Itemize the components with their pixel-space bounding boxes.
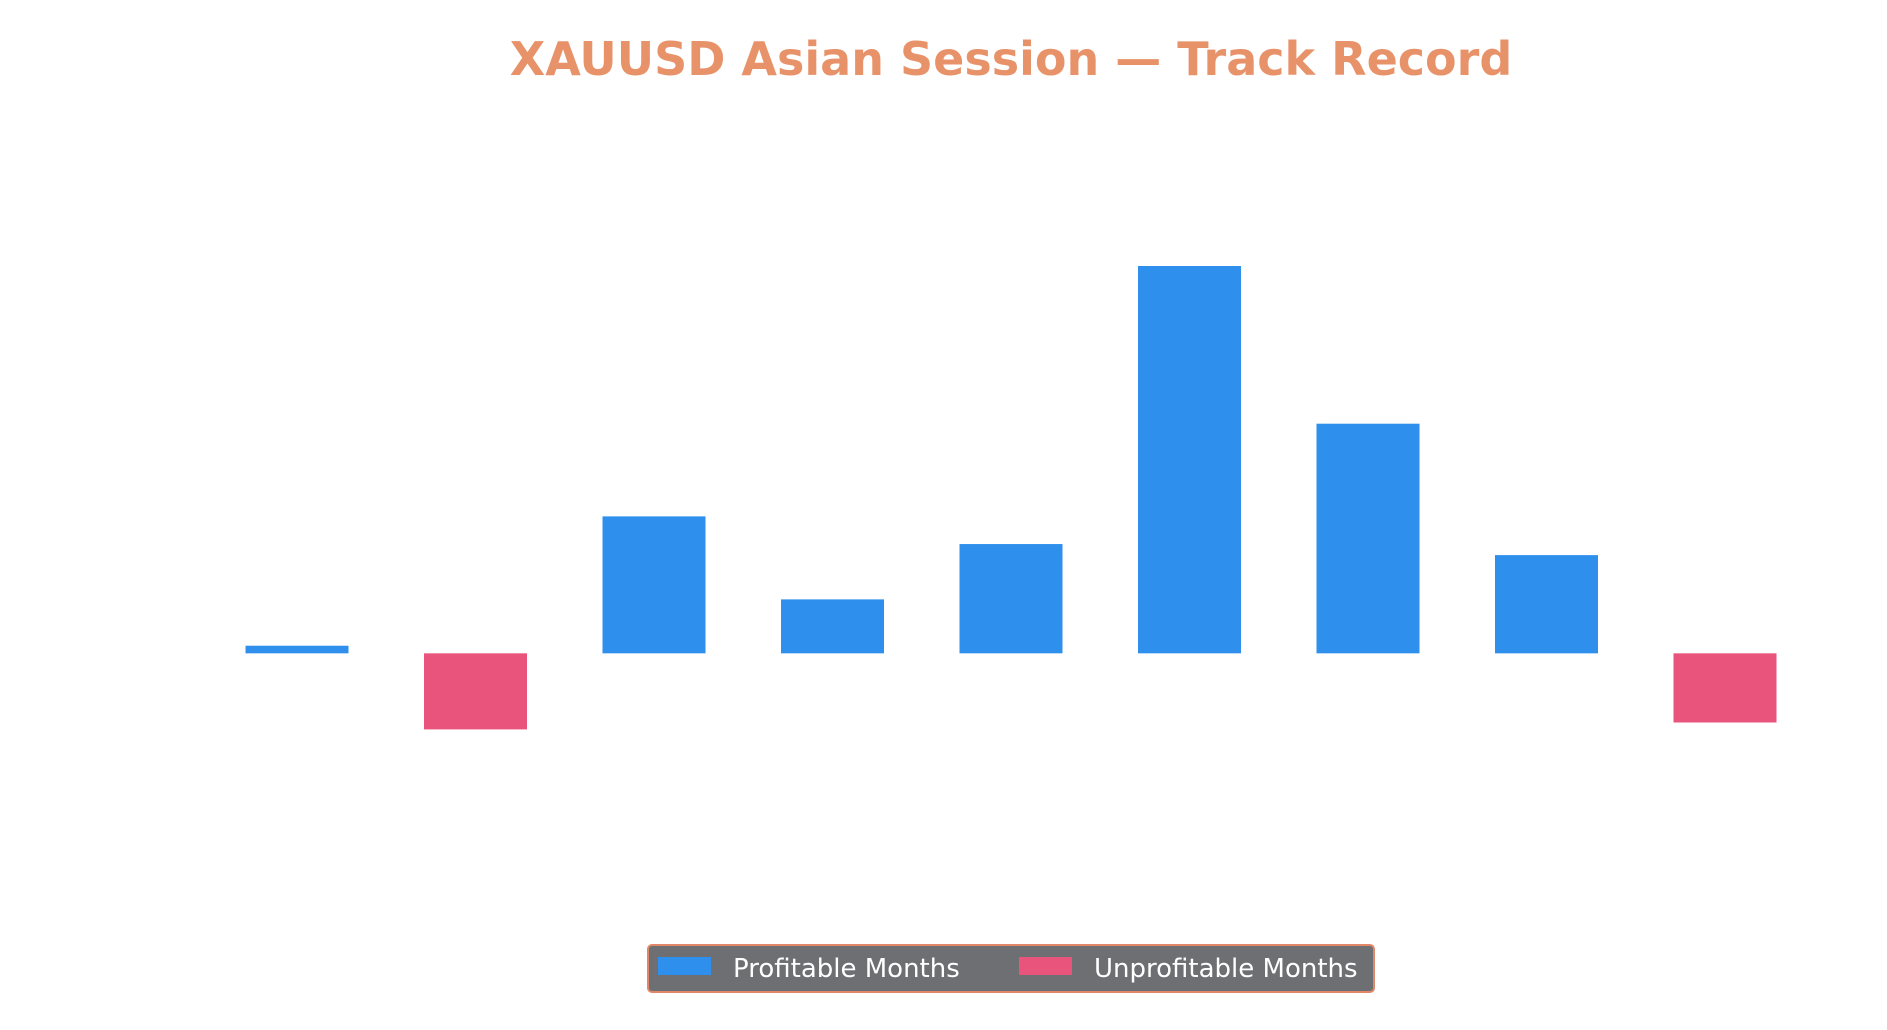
- legend-label-unprofitable: Unprofitable Months: [1094, 954, 1358, 984]
- bar-3-profitable: [602, 516, 706, 654]
- bar-5-profitable: [959, 544, 1063, 654]
- legend: Profitable Months Unprofitable Months: [647, 944, 1375, 993]
- legend-label-profitable: Profitable Months: [733, 954, 960, 984]
- legend-swatch-unprofitable: [1019, 957, 1072, 975]
- bar-9-unprofitable: [1673, 653, 1777, 723]
- bar-1-profitable: [245, 645, 349, 654]
- bar-4-profitable: [781, 599, 884, 654]
- bar-7-profitable: [1316, 423, 1420, 654]
- legend-swatch-profitable: [658, 957, 711, 975]
- bars-group: [245, 266, 1777, 730]
- legend-box: [647, 944, 1375, 993]
- bar-6-profitable: [1138, 266, 1241, 654]
- chart-title: XAUUSD Asian Session — Track Record: [510, 32, 1513, 86]
- bar-2-unprofitable: [424, 653, 527, 730]
- bar-8-profitable: [1495, 555, 1598, 654]
